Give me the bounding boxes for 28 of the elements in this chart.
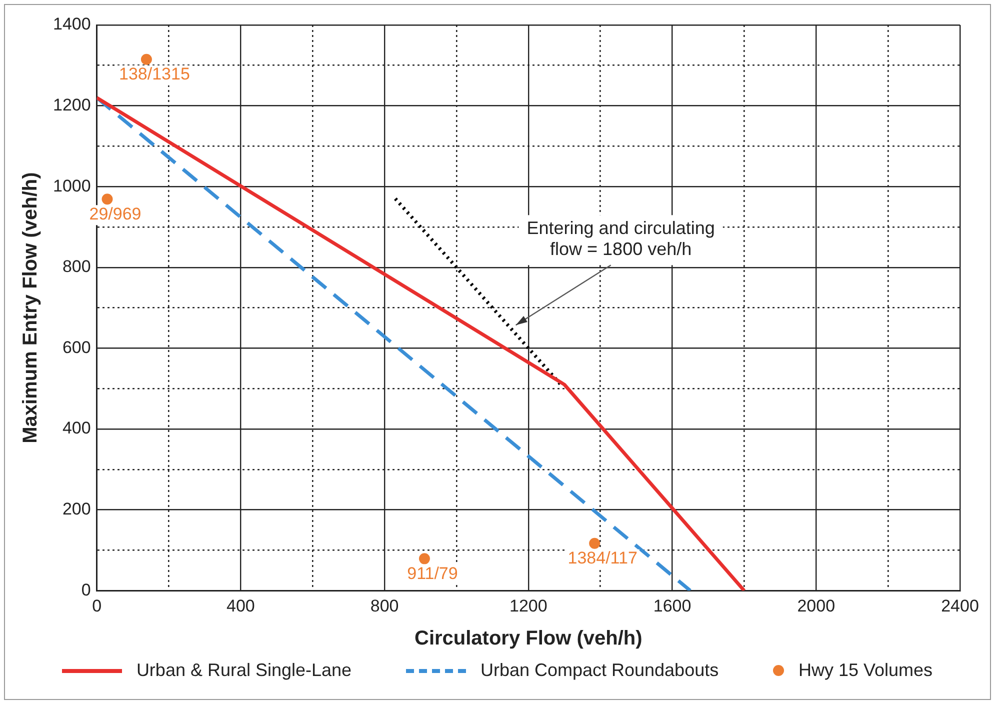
y-tick-label: 800 bbox=[62, 257, 91, 276]
y-tick-label: 0 bbox=[81, 580, 91, 600]
x-axis-title: Circulatory Flow (veh/h) bbox=[414, 628, 642, 650]
y-tick-label: 400 bbox=[62, 418, 91, 438]
x-tick-label: 800 bbox=[370, 596, 399, 616]
data-label: 1384/117 bbox=[568, 548, 638, 568]
x-tick-label: 400 bbox=[226, 596, 255, 616]
y-tick-label: 1200 bbox=[52, 95, 91, 114]
y-axis-title: Maximum Entry Flow (veh/h) bbox=[20, 172, 42, 444]
y-tick-label: 200 bbox=[62, 499, 91, 518]
point bbox=[102, 194, 113, 205]
annotation: Entering and circulating flow = 1800 veh/h bbox=[526, 218, 715, 260]
y-tick-label: 1400 bbox=[52, 14, 91, 34]
legend-label: Urban Compact Roundabouts bbox=[480, 660, 719, 681]
y-tick-label: 1000 bbox=[52, 176, 91, 196]
point bbox=[140, 54, 152, 65]
data-label: 911/79 bbox=[407, 564, 458, 583]
data-label: 138/1315 bbox=[119, 64, 190, 84]
x-tick-label: 2400 bbox=[941, 596, 979, 616]
point bbox=[418, 553, 430, 564]
x-tick-label: 2000 bbox=[797, 596, 836, 616]
point bbox=[589, 538, 600, 549]
legend-label: Urban & Rural Single-Lane bbox=[136, 660, 352, 681]
x-tick-label: 1200 bbox=[509, 596, 548, 616]
legend-label: Hwy 15 Volumes bbox=[798, 660, 933, 681]
y-tick-label: 600 bbox=[62, 338, 91, 357]
x-tick-label: 1600 bbox=[653, 596, 692, 616]
data-label: 29/969 bbox=[89, 204, 142, 224]
